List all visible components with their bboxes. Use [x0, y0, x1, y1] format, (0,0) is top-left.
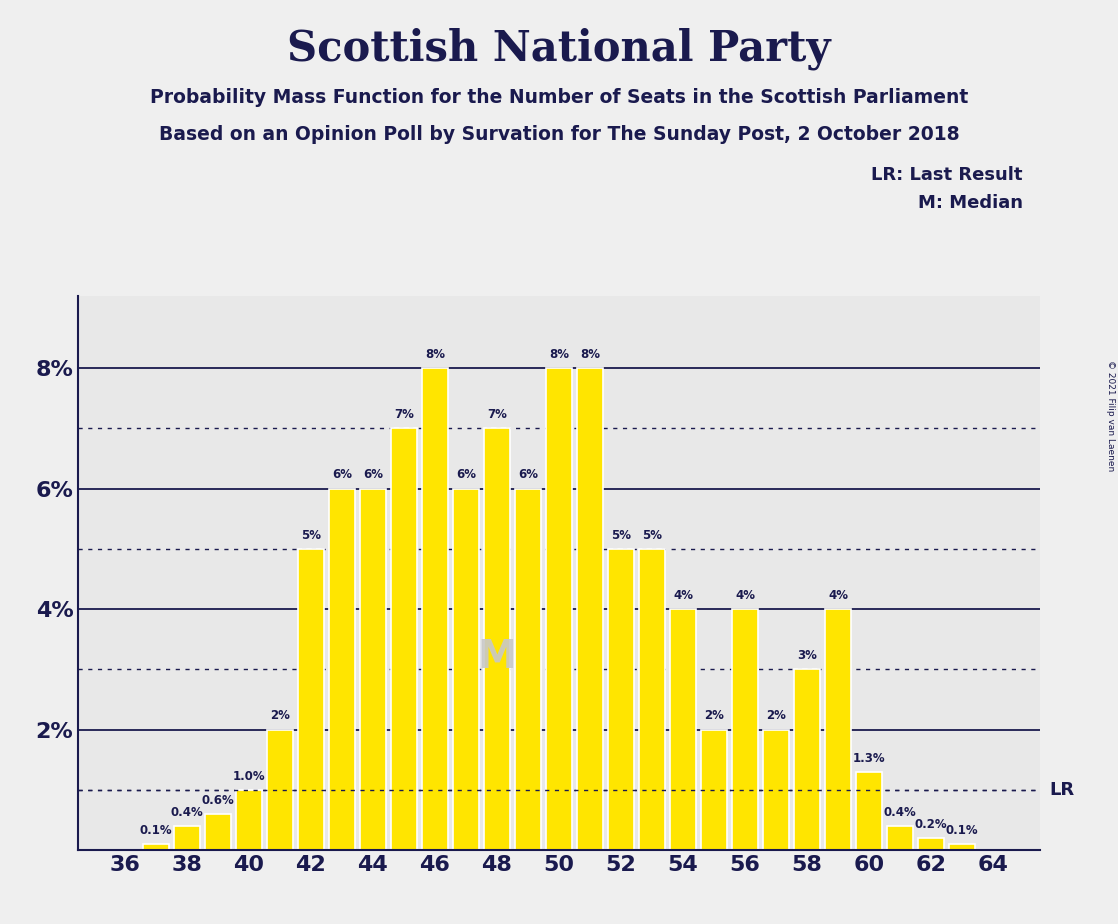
- Text: 0.2%: 0.2%: [915, 818, 947, 831]
- Text: 5%: 5%: [612, 529, 631, 541]
- Bar: [360, 489, 386, 850]
- Text: 4%: 4%: [828, 589, 849, 602]
- Text: 5%: 5%: [301, 529, 321, 541]
- Bar: [391, 428, 417, 850]
- Bar: [205, 814, 231, 850]
- Text: 6%: 6%: [456, 468, 476, 481]
- Text: 4%: 4%: [736, 589, 755, 602]
- Text: Probability Mass Function for the Number of Seats in the Scottish Parliament: Probability Mass Function for the Number…: [150, 88, 968, 107]
- Text: M: M: [477, 638, 517, 676]
- Text: 7%: 7%: [487, 408, 506, 421]
- Bar: [887, 826, 913, 850]
- Text: 0.1%: 0.1%: [946, 824, 978, 837]
- Bar: [421, 368, 448, 850]
- Text: 1.3%: 1.3%: [853, 751, 885, 764]
- Bar: [267, 730, 293, 850]
- Bar: [856, 772, 882, 850]
- Text: Based on an Opinion Poll by Survation for The Sunday Post, 2 October 2018: Based on an Opinion Poll by Survation fo…: [159, 125, 959, 144]
- Text: 0.4%: 0.4%: [884, 806, 917, 819]
- Bar: [949, 844, 975, 850]
- Text: © 2021 Filip van Laenen: © 2021 Filip van Laenen: [1106, 360, 1115, 471]
- Text: 2%: 2%: [766, 710, 786, 723]
- Bar: [484, 428, 510, 850]
- Text: 1.0%: 1.0%: [233, 770, 265, 783]
- Text: 8%: 8%: [425, 347, 445, 360]
- Bar: [732, 609, 758, 850]
- Bar: [329, 489, 356, 850]
- Text: 7%: 7%: [394, 408, 414, 421]
- Bar: [453, 489, 480, 850]
- Text: 3%: 3%: [797, 649, 817, 663]
- Text: 6%: 6%: [332, 468, 352, 481]
- Text: 6%: 6%: [518, 468, 538, 481]
- Bar: [794, 669, 821, 850]
- Text: 2%: 2%: [269, 710, 290, 723]
- Text: 6%: 6%: [363, 468, 382, 481]
- Bar: [577, 368, 604, 850]
- Text: LR: LR: [1049, 781, 1074, 799]
- Bar: [701, 730, 728, 850]
- Text: Scottish National Party: Scottish National Party: [287, 28, 831, 70]
- Bar: [638, 549, 665, 850]
- Text: 5%: 5%: [642, 529, 662, 541]
- Bar: [762, 730, 789, 850]
- Bar: [514, 489, 541, 850]
- Bar: [173, 826, 200, 850]
- Text: LR: Last Result: LR: Last Result: [871, 166, 1023, 184]
- Text: 0.6%: 0.6%: [201, 794, 234, 807]
- Bar: [608, 549, 634, 850]
- Text: 0.4%: 0.4%: [170, 806, 203, 819]
- Text: 8%: 8%: [549, 347, 569, 360]
- Text: 2%: 2%: [704, 710, 724, 723]
- Text: 0.1%: 0.1%: [140, 824, 172, 837]
- Text: M: Median: M: Median: [918, 194, 1023, 212]
- Bar: [670, 609, 697, 850]
- Bar: [236, 790, 262, 850]
- Bar: [143, 844, 169, 850]
- Text: 4%: 4%: [673, 589, 693, 602]
- Bar: [297, 549, 324, 850]
- Text: 8%: 8%: [580, 347, 600, 360]
- Bar: [825, 609, 851, 850]
- Bar: [546, 368, 572, 850]
- Bar: [918, 838, 945, 850]
